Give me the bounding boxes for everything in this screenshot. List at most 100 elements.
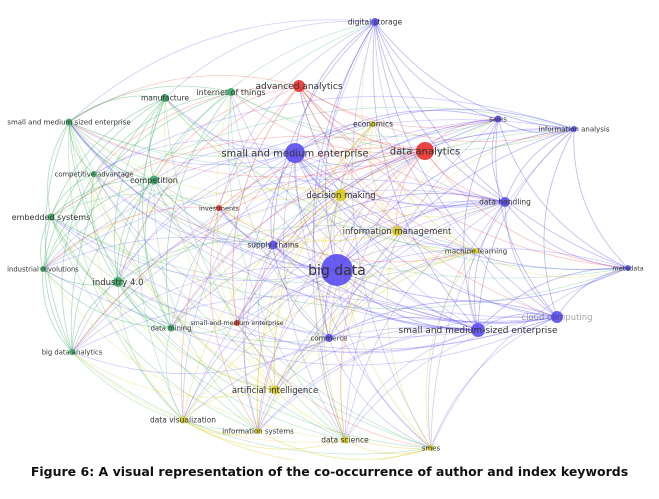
edge-link [321,269,346,441]
edge-link [42,178,506,270]
edge-link [298,85,499,128]
edge-link [467,250,479,331]
node-label: big data [308,263,366,279]
edge-link [497,118,575,134]
edge-link [497,118,629,269]
node-competition[interactable] [149,175,159,185]
node-label: metadata [612,264,644,272]
edge-link [272,128,575,246]
edge-link [42,179,155,270]
edge-link [44,216,73,353]
node-commerce[interactable] [325,334,333,342]
edge-link [396,230,558,318]
edge-link [294,152,629,271]
node-information-analysis[interactable] [571,126,577,132]
edge-link [477,128,575,331]
edge-link [40,216,52,270]
node-big-data-analytics[interactable] [69,349,75,355]
edge-link [257,244,276,391]
edge-link [424,150,629,269]
edge-link [117,189,506,283]
edge-link [42,236,338,271]
edge-link [430,267,629,449]
edge-link [90,173,119,283]
edge-link [71,351,346,443]
edge-link [274,327,479,391]
edge-link [117,21,376,283]
edges-layer [40,19,629,460]
edge-link [218,147,426,209]
edge-link [504,201,629,269]
node-economics[interactable] [370,121,376,127]
node-information-management[interactable] [392,226,402,236]
edge-link [71,152,296,353]
node-information-systems[interactable] [255,428,261,434]
edge-link [153,179,330,339]
edge-link [272,244,558,323]
node-big-data[interactable] [321,254,353,286]
edge-link [372,123,506,203]
edge-link [117,152,296,283]
node-data-science[interactable] [341,436,349,444]
node-embedded-systems[interactable] [47,213,55,221]
edge-link [42,97,166,270]
edge-link [230,91,575,151]
node-small-and-medium-enterprise[interactable] [285,143,305,163]
edge-link [68,85,232,123]
node-small-and-medium-sized-enterprise[interactable] [65,118,73,126]
edge-link [153,179,338,271]
node-sales[interactable] [494,115,502,123]
node-label: smes [422,444,441,452]
edge-link [153,85,300,181]
node-label: data handling [479,198,531,207]
edge-link [543,128,575,318]
node-digital-storage[interactable] [371,18,379,26]
edge-link [68,95,166,123]
node-manufacture[interactable] [161,94,169,102]
edge-link [336,243,477,271]
node-advanced-analytics[interactable] [293,80,305,92]
node-supply-chains[interactable] [268,240,278,250]
edge-link [68,121,95,175]
edge-link [50,179,155,218]
node-internet-of-things[interactable] [227,88,235,96]
edge-link [294,150,426,167]
edge-link [298,85,575,142]
edge-link [272,118,499,246]
edge-link [218,207,479,331]
node-data-visualization[interactable] [179,416,187,424]
edge-link [236,201,506,324]
node-artificial-intelligence[interactable] [270,385,280,395]
node-industry-4-0[interactable] [113,277,123,287]
edge-link [117,179,155,283]
node-smes[interactable] [428,445,434,451]
node-decision-making[interactable] [335,189,347,201]
node-investments[interactable] [216,205,222,211]
node-data-handling[interactable] [500,197,510,207]
edge-link [50,193,220,218]
node-label: industrial revolutions [7,265,79,273]
edge-link [294,152,479,331]
edge-link [294,152,558,318]
edge-link [47,121,70,218]
edge-link [50,173,95,218]
node-machine-learning[interactable] [473,248,479,254]
edge-link [336,128,575,271]
edge-link [68,121,155,181]
node-small-and-medium-enterprise[interactable] [234,320,240,326]
edge-link [68,121,276,391]
edge-link [257,269,338,432]
edge-link [556,267,629,318]
edge-link [71,194,342,353]
node-industrial-revolutions[interactable] [40,266,46,272]
edge-link [273,123,374,391]
node-data-analytics[interactable] [416,142,434,160]
node-small-and-medium-sized-enterprise[interactable] [471,323,485,337]
node-competitive-advantage[interactable] [91,171,97,177]
edge-link [93,173,398,243]
node-cloud-computing[interactable] [551,311,563,323]
node-data-mining[interactable] [167,324,175,332]
edge-link [386,230,432,449]
node-metadata[interactable] [625,265,631,271]
edge-link [298,85,398,232]
